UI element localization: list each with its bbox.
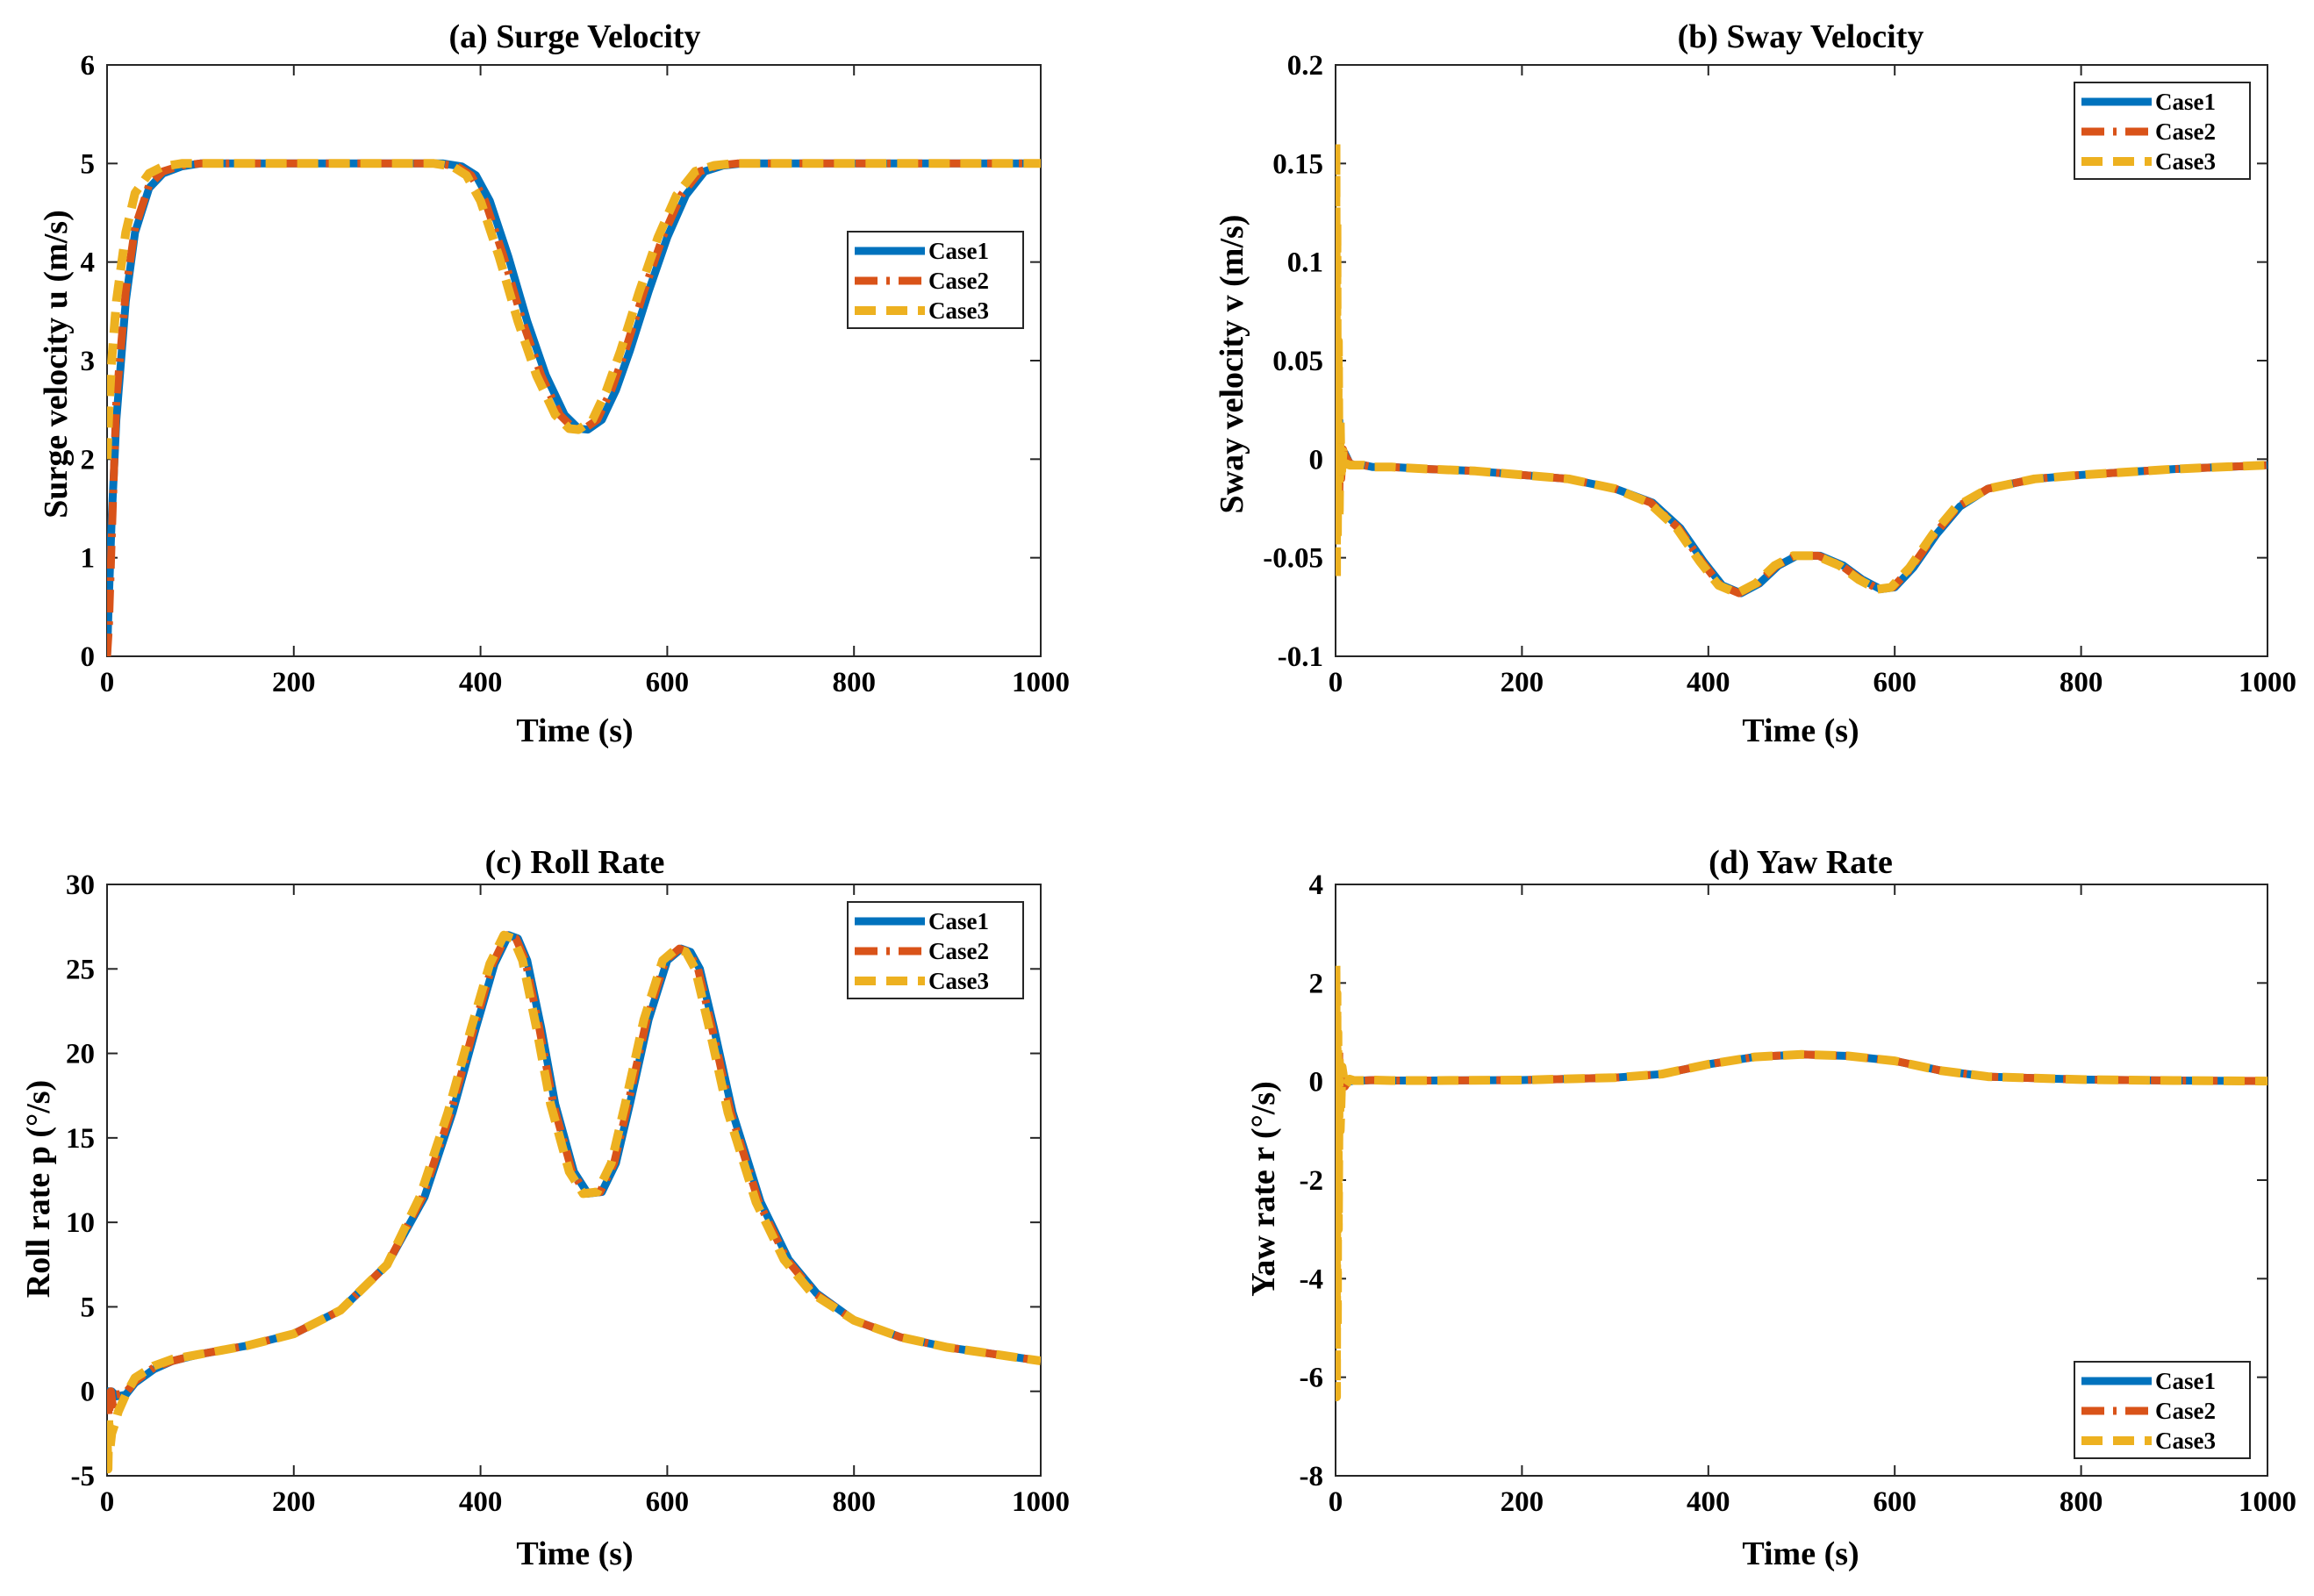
series-line-case3 (1336, 139, 2267, 598)
x-tick-label: 600 (646, 1486, 690, 1518)
x-tick-label: 1000 (1012, 667, 1070, 698)
legend: Case1 Case2 Case3 (847, 231, 1024, 329)
y-tick-label: -2 (1300, 1165, 1324, 1197)
y-tick-label: 0.05 (1272, 346, 1323, 377)
x-axis-label: Time (s) (516, 712, 633, 749)
legend-label-case1: Case1 (928, 908, 989, 934)
legend-label-case1: Case1 (2155, 89, 2216, 115)
series-line-case3 (107, 930, 1041, 1474)
x-tick-label: 600 (646, 667, 690, 698)
x-tick-label: 200 (1501, 1486, 1544, 1518)
y-tick-label: 0 (1309, 1067, 1324, 1099)
y-tick-label: 4 (1309, 870, 1324, 901)
y-tick-label: 6 (81, 50, 96, 82)
legend-label-case2: Case2 (928, 938, 989, 964)
series-line-case3 (1336, 958, 2267, 1402)
panel-roll-rate: 0 200 400 600 800 1000-5051015202530Case1Case… (20, 844, 1070, 1572)
x-tick-label: 800 (832, 1486, 876, 1518)
legend-label-case2: Case2 (2155, 118, 2216, 145)
x-tick-label: 200 (1501, 667, 1544, 698)
x-tick-label: 800 (2060, 1486, 2103, 1518)
x-tick-label: 200 (272, 1486, 316, 1518)
x-tick-label: 0 (100, 1486, 115, 1518)
legend-label-case1: Case1 (928, 238, 989, 264)
x-tick-label: 200 (272, 667, 316, 698)
y-tick-label: 0.15 (1272, 148, 1323, 180)
x-tick-label: 600 (1873, 1486, 1916, 1518)
x-tick-label: 400 (1687, 1486, 1730, 1518)
y-axis-label: Roll rate p (°/s) (20, 1080, 57, 1298)
legend-label-case1: Case1 (2155, 1368, 2216, 1394)
y-tick-label: 15 (66, 1123, 95, 1155)
plot-area (106, 64, 1042, 657)
legend-label-case3: Case3 (928, 297, 989, 324)
y-tick-label: 0 (81, 641, 96, 673)
y-tick-label: 0 (1309, 444, 1324, 476)
y-tick-label: 3 (81, 346, 96, 377)
x-axis-label: Time (s) (1742, 712, 1859, 749)
y-tick-label: 20 (66, 1039, 95, 1070)
series-line-case3 (107, 159, 1041, 460)
y-tick-label: -6 (1300, 1363, 1324, 1394)
y-tick-label: 5 (81, 148, 96, 180)
legend: Case1 Case2 Case3 (2074, 1361, 2251, 1459)
legend: Case1 Case2 Case3 (2074, 82, 2251, 180)
y-axis-label: Surge velocity u (m/s) (38, 210, 75, 518)
x-tick-label: 400 (459, 1486, 503, 1518)
y-tick-label: 5 (81, 1292, 96, 1323)
y-axis-label: Sway velocity v (m/s) (1214, 215, 1250, 514)
panel-sway-velocity: 0 200 400 600 800 1000 -0.1 -0.05 0 0.05 0.1 0.15 0.… (1214, 18, 2296, 749)
y-tick-label: 0.2 (1287, 50, 1323, 82)
y-tick-label: 1 (81, 543, 96, 575)
x-tick-label: 1000 (1012, 1486, 1070, 1518)
legend-label-case3: Case3 (928, 968, 989, 994)
y-tick-label: -5 (71, 1461, 96, 1492)
y-tick-label: 0 (81, 1377, 96, 1408)
panel-surge-velocity: 0 200 400 600 800 1000 0 1 2 3 4 5 6 Case1 Case2 Case3 (… (38, 18, 1070, 749)
series-line-case2 (107, 159, 1041, 656)
x-tick-label: 1000 (2239, 667, 2296, 698)
chart-title: (c) Roll Rate (485, 844, 665, 881)
y-tick-label: 2 (81, 444, 96, 476)
x-axis-label: Time (s) (1742, 1535, 1859, 1572)
y-tick-label: -8 (1300, 1461, 1324, 1492)
legend-label-case3: Case3 (2155, 148, 2216, 175)
chart-title: (d) Yaw Rate (1709, 844, 1893, 881)
y-tick-label: 0.1 (1287, 247, 1323, 279)
y-tick-label: 4 (81, 247, 96, 279)
x-tick-label: 600 (1873, 667, 1916, 698)
x-tick-label: 800 (832, 667, 876, 698)
chart-title: (b) Sway Velocity (1678, 18, 1924, 55)
y-tick-label: 30 (66, 870, 95, 901)
x-axis-label: Time (s) (516, 1535, 633, 1572)
legend-label-case2: Case2 (2155, 1398, 2216, 1424)
y-tick-label: 25 (66, 954, 95, 985)
y-axis-label: Yaw rate r (°/s) (1245, 1081, 1282, 1297)
y-tick-label: -0.1 (1278, 641, 1323, 673)
legend-label-case3: Case3 (2155, 1428, 2216, 1454)
panel-yaw-rate: 0 200 400 600 800 1000-8-6-4-2024Case1Case2Ca… (1245, 844, 2296, 1572)
y-tick-label: -0.05 (1263, 543, 1323, 575)
legend: Case1 Case2 Case3 (847, 901, 1024, 999)
chart-title: (a) Surge Velocity (448, 18, 700, 55)
x-tick-label: 0 (1329, 667, 1343, 698)
y-tick-label: -4 (1300, 1263, 1324, 1295)
legend-label-case2: Case2 (928, 268, 989, 294)
x-tick-label: 1000 (2239, 1486, 2296, 1518)
x-tick-label: 800 (2060, 667, 2103, 698)
x-tick-label: 400 (459, 667, 503, 698)
x-tick-label: 0 (100, 667, 115, 698)
x-tick-label: 0 (1329, 1486, 1343, 1518)
x-tick-label: 400 (1687, 667, 1730, 698)
y-tick-label: 2 (1309, 968, 1324, 999)
y-tick-label: 10 (66, 1207, 95, 1239)
